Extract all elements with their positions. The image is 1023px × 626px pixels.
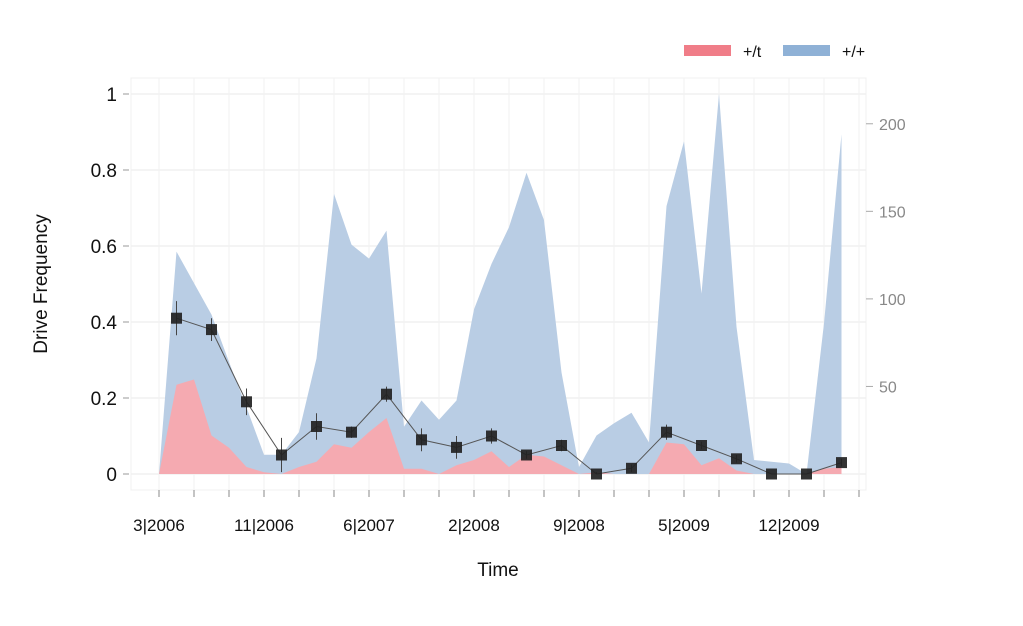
y-tick-label: 1: [106, 85, 117, 106]
frequency-marker: [346, 426, 357, 438]
x-tick-label: 9|2008: [553, 516, 605, 535]
legend-swatch-t: [684, 45, 731, 56]
y2-tick-label: 200: [879, 117, 906, 134]
x-tick-label: 6|2007: [343, 516, 395, 535]
x-tick-label: 11|2006: [234, 516, 294, 535]
frequency-marker: [591, 468, 602, 480]
x-axis-title: Time: [477, 560, 519, 581]
x-tick-label: 2|2008: [448, 516, 500, 535]
frequency-marker: [311, 421, 322, 432]
legend-swatch-plus: [783, 45, 830, 56]
frequency-marker: [556, 440, 567, 451]
frequency-marker: [731, 453, 742, 465]
y-axis-title: Drive Frequency: [31, 214, 52, 354]
frequency-marker: [451, 441, 462, 453]
area-plus-t: [159, 379, 842, 474]
y2-tick-label: 150: [879, 204, 906, 221]
frequency-marker: [661, 426, 672, 438]
legend-label-plus: +/+: [842, 44, 865, 61]
y2-tick-label: 50: [879, 379, 897, 396]
plot-panel: [130, 77, 867, 491]
area-plus-plus: [159, 94, 842, 474]
frequency-marker: [206, 324, 217, 336]
frequency-marker: [276, 449, 287, 461]
frequency-marker: [241, 396, 252, 408]
frequency-marker: [486, 430, 497, 442]
y-tick-label: 0: [106, 465, 117, 486]
x-tick-label: 3|2006: [133, 516, 185, 535]
x-tick-label: 12|2009: [758, 516, 819, 535]
y-tick-label: 0.6: [91, 237, 117, 258]
x-tick-label: 5|2009: [658, 516, 710, 535]
frequency-marker: [381, 388, 392, 400]
frequency-marker: [696, 440, 707, 451]
y-tick-label: 0.2: [91, 389, 117, 410]
legend: +/t +/+: [684, 44, 865, 61]
area-layers: [159, 94, 842, 474]
frequency-marker: [766, 468, 777, 480]
frequency-marker: [416, 434, 427, 446]
frequency-line: [176, 317, 842, 475]
frequency-marker: [626, 462, 637, 474]
y2-tick-label: 100: [879, 292, 906, 309]
frequency-marker: [171, 312, 182, 324]
y-tick-label: 0.4: [91, 313, 118, 334]
frequency-marker: [836, 457, 847, 469]
frequency-marker: [801, 468, 812, 480]
axes: 0 0.2 0.4 0.6 0.8 1 3|2006 11|2006 6|2007 2|2008 9…: [91, 85, 906, 535]
legend-label-t: +/t: [743, 44, 762, 61]
frequency-series: [171, 301, 847, 480]
y-tick-label: 0.8: [91, 161, 117, 182]
frequency-marker: [521, 449, 532, 461]
